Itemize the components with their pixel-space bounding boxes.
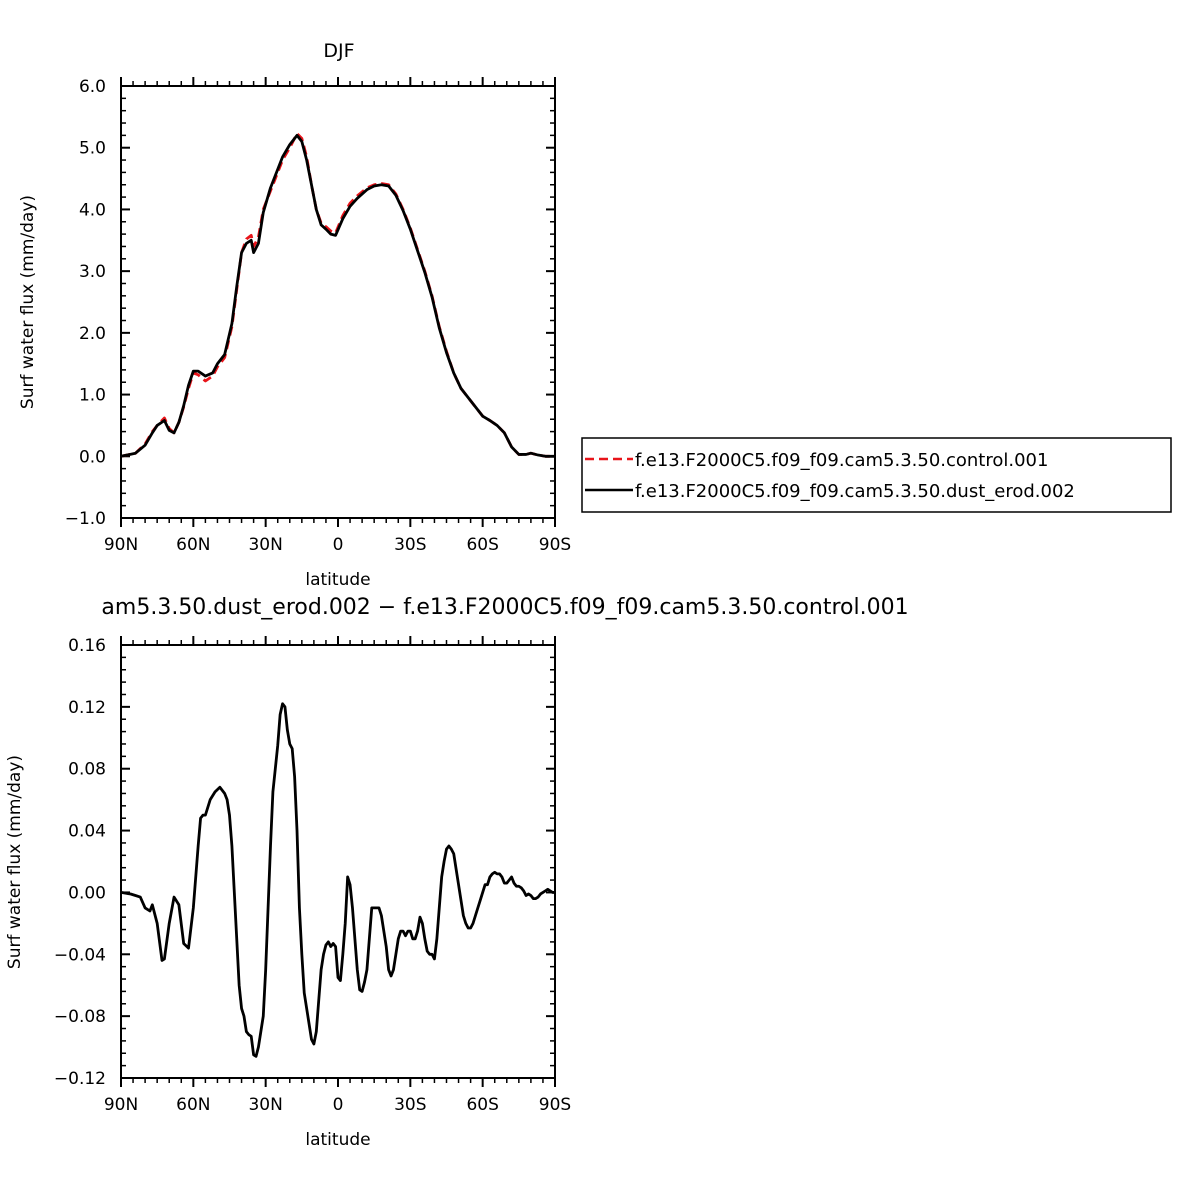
y-tick-label: −0.04 [54, 945, 106, 965]
legend-box [581, 437, 1172, 513]
top-series-line-1 [120, 133, 555, 458]
y-tick-label: 0.08 [68, 760, 106, 780]
legend: f.e13.F2000C5.f09_f09.cam5.3.50.control.… [581, 437, 1172, 513]
top-series-line-0 [120, 132, 555, 458]
x-tick-label: 60S [466, 535, 498, 555]
top-x-axis-label: latitude [305, 570, 370, 590]
bottom-x-axis-label: latitude [305, 1130, 370, 1150]
x-tick-label: 0 [333, 1095, 344, 1115]
y-tick-label: 0.0 [79, 447, 106, 467]
x-tick-label: 30S [394, 535, 426, 555]
bottom-x-tick-labels: 90N 60N 30N 0 30S 60S 90S [104, 1095, 571, 1115]
x-tick-label: 60N [176, 1095, 210, 1115]
top-axis-ticks [120, 77, 556, 527]
x-tick-label: 90S [539, 1095, 571, 1115]
x-tick-label: 30S [394, 1095, 426, 1115]
top-plot-frame [120, 85, 556, 519]
bottom-plot-lines [120, 702, 555, 1058]
legend-label-dust-erod: f.e13.F2000C5.f09_f09.cam5.3.50.dust_ero… [635, 481, 1075, 502]
top-y-tick-labels: −1.0 0.0 1.0 2.0 3.0 4.0 5.0 6.0 [65, 77, 106, 529]
x-tick-label: 90N [104, 1095, 138, 1115]
bot-series-line-0 [120, 702, 555, 1058]
x-tick-label: 30N [248, 535, 282, 555]
top-chart-panel: DJF −1.0 0.0 1.0 2.0 3.0 4.0 5.0 6.0 90N 60N 30N 0… [18, 40, 1172, 590]
top-y-axis-label: Surf water flux (mm/day) [18, 195, 38, 409]
top-chart-title: DJF [323, 40, 354, 62]
y-tick-label: 0.00 [68, 883, 106, 903]
bottom-chart-panel: am5.3.50.dust_erod.002 − f.e13.F2000C5.f… [5, 595, 909, 1150]
bottom-axis-ticks [120, 636, 556, 1087]
top-x-tick-labels: 90N 60N 30N 0 30S 60S 90S [104, 535, 571, 555]
y-tick-label: 6.0 [79, 77, 106, 97]
y-tick-label: −1.0 [65, 509, 106, 529]
y-tick-label: 5.0 [79, 139, 106, 159]
y-tick-label: 0.16 [68, 636, 106, 656]
bottom-y-tick-labels: −0.12 −0.08 −0.04 0.00 0.04 0.08 0.12 0.16 [54, 636, 106, 1089]
y-tick-label: −0.08 [54, 1007, 106, 1027]
x-tick-label: 90N [104, 535, 138, 555]
bottom-plot-frame [120, 644, 556, 1079]
y-tick-label: −0.12 [54, 1069, 106, 1089]
x-tick-label: 60N [176, 535, 210, 555]
top-plot-lines [120, 132, 555, 458]
y-tick-label: 0.04 [68, 822, 106, 842]
y-tick-label: 0.12 [68, 698, 106, 718]
x-tick-label: 30N [248, 1095, 282, 1115]
y-tick-label: 4.0 [79, 200, 106, 220]
x-tick-label: 60S [466, 1095, 498, 1115]
y-tick-label: 1.0 [79, 386, 106, 406]
x-tick-label: 90S [539, 535, 571, 555]
bottom-y-axis-label: Surf water flux (mm/day) [5, 755, 25, 969]
y-tick-label: 2.0 [79, 324, 106, 344]
y-tick-label: 3.0 [79, 262, 106, 282]
bottom-chart-title: am5.3.50.dust_erod.002 − f.e13.F2000C5.f… [101, 595, 908, 620]
x-tick-label: 0 [333, 535, 344, 555]
legend-label-control: f.e13.F2000C5.f09_f09.cam5.3.50.control.… [635, 450, 1048, 471]
